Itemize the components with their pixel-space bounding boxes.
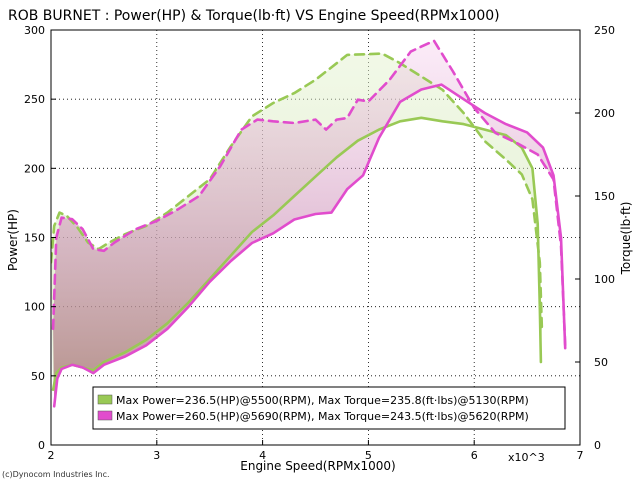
y-axis-right-label: Torque(lb·ft) xyxy=(619,202,633,276)
x-tick-label: 7 xyxy=(577,449,584,462)
series-line-1 xyxy=(51,116,543,391)
legend-entry-2: Max Power=260.5(HP)@5690(RPM), Max Torqu… xyxy=(116,410,529,423)
series-line-4 xyxy=(51,39,567,347)
y-left-tick-label: 300 xyxy=(24,24,45,37)
y-axis-left-label: Power(HP) xyxy=(6,209,20,271)
x-tick-label: 3 xyxy=(153,449,160,462)
y-right-tick-label: 0 xyxy=(594,439,601,452)
legend-swatch-1 xyxy=(97,394,113,405)
legend-entry-1: Max Power=236.5(HP)@5500(RPM), Max Torqu… xyxy=(116,394,529,407)
y-left-tick-label: 100 xyxy=(24,301,45,314)
area-fills xyxy=(51,40,566,407)
y-right-tick-label: 100 xyxy=(594,273,615,286)
x-tick-label: 5 xyxy=(365,449,372,462)
x-multiplier-label: x10^3 xyxy=(508,451,545,464)
x-axis-label: Engine Speed(RPMx1000) xyxy=(240,459,396,473)
pink-area-fill xyxy=(53,40,566,407)
legend: Max Power=236.5(HP)@5500(RPM), Max Torqu… xyxy=(92,386,566,430)
series-lines xyxy=(51,39,567,408)
y-left-tick-label: 0 xyxy=(38,439,45,452)
legend-box xyxy=(92,386,566,430)
y-left-tick-label: 250 xyxy=(24,93,45,106)
y-left-tick-label: 50 xyxy=(31,370,45,383)
x-tick-label: 6 xyxy=(471,449,478,462)
y-left-tick-label: 150 xyxy=(24,232,45,245)
x-tick-label: 2 xyxy=(48,449,55,462)
chart-title: ROB BURNET : Power(HP) & Torque(lb·ft) V… xyxy=(8,8,500,24)
credit-text: (c)Dynocom Industries Inc. xyxy=(2,470,110,479)
y-right-tick-label: 200 xyxy=(594,107,615,120)
y-right-tick-label: 50 xyxy=(594,356,608,369)
y-right-tick-label: 250 xyxy=(594,24,615,37)
y-left-tick-label: 200 xyxy=(24,162,45,175)
x-tick-label: 4 xyxy=(259,449,266,462)
series-line-3 xyxy=(52,83,567,408)
y-right-tick-label: 150 xyxy=(594,190,615,203)
legend-swatch-2 xyxy=(97,410,113,421)
